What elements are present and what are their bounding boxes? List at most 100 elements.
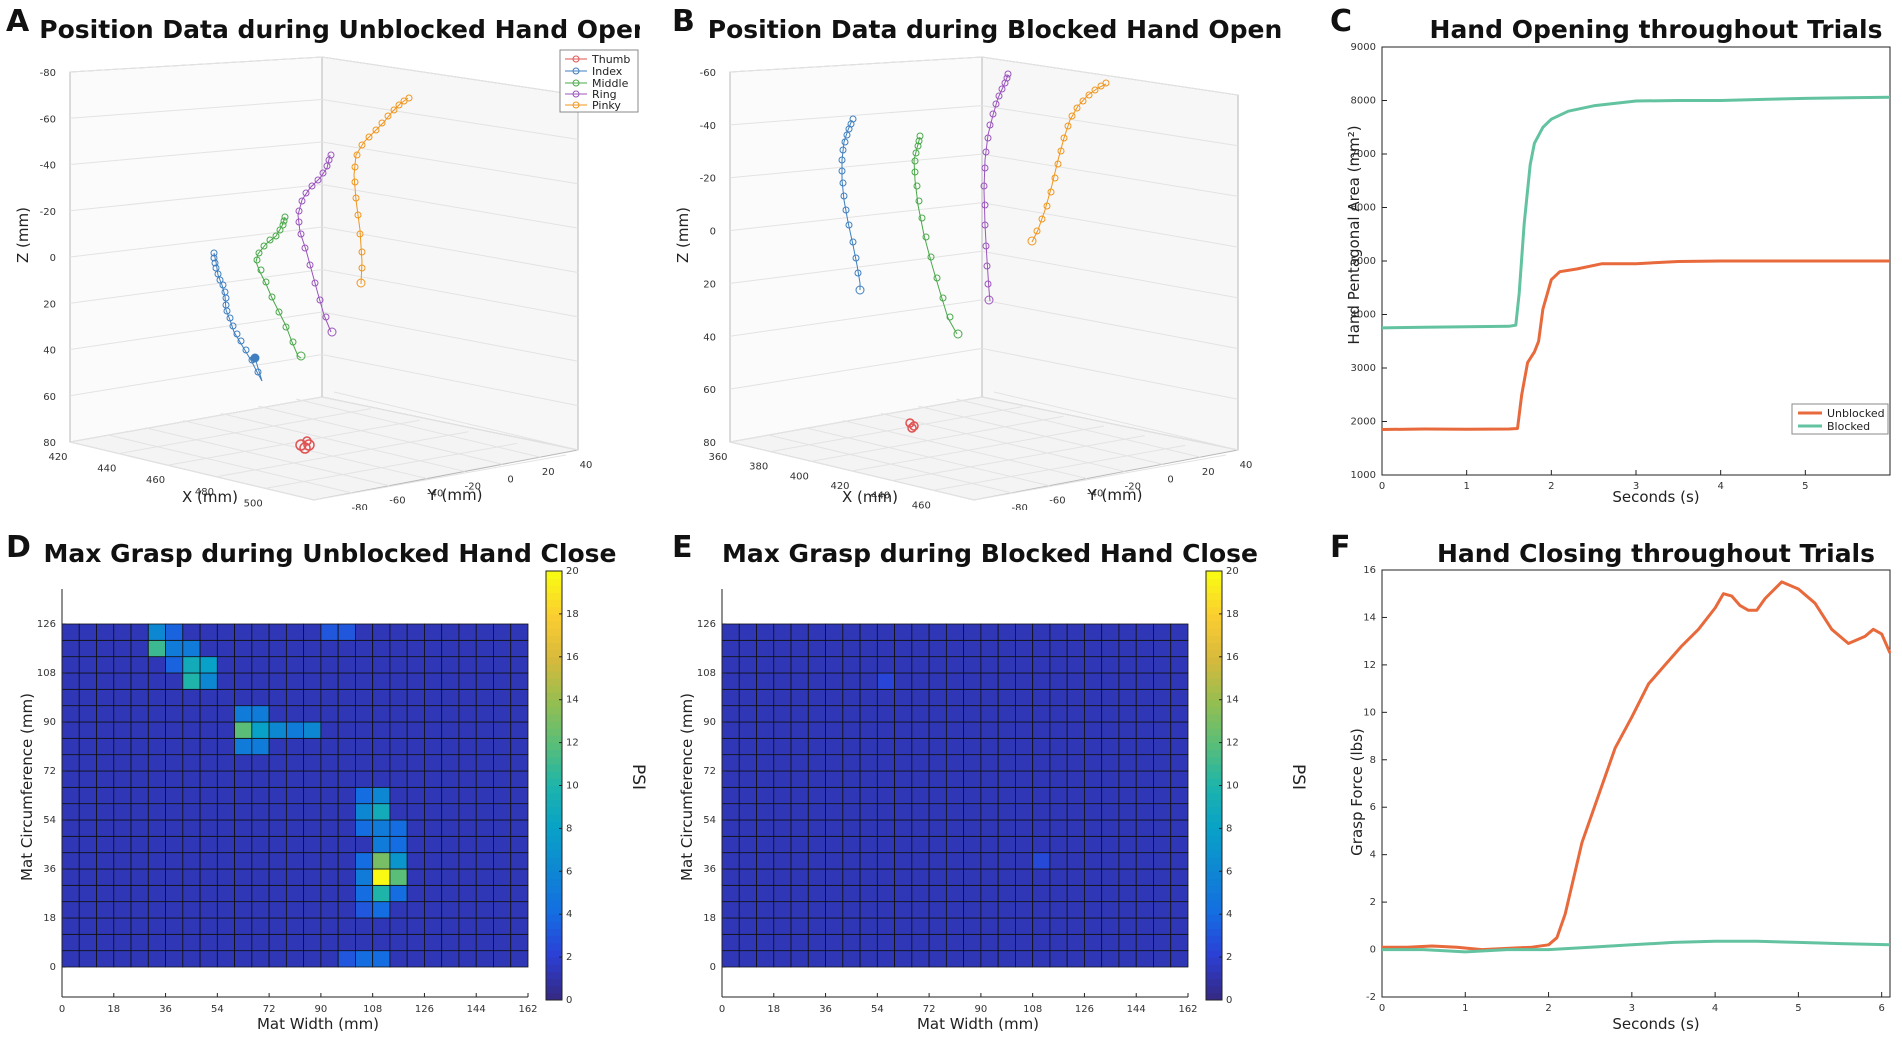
heatmap-cell (96, 623, 115, 641)
heatmap-cell (147, 639, 166, 658)
heatmap-cell (303, 737, 322, 756)
heatmap-cell (234, 639, 253, 658)
heatmap-cell (1066, 721, 1085, 739)
colorbar-segment (1206, 907, 1222, 915)
heatmap-cell (1066, 737, 1085, 756)
colorbar-tick-label: 0 (566, 995, 572, 1006)
heatmap-cell (1101, 868, 1120, 886)
heatmap-cell (130, 754, 149, 772)
grid-line (729, 441, 975, 501)
heatmap-cell (216, 754, 235, 772)
trajectory-index (210, 249, 263, 382)
grid-line (167, 419, 420, 466)
heatmap-cell (997, 721, 1016, 739)
heatmap-cell (842, 884, 861, 903)
heatmap-cell (945, 852, 965, 870)
heatmap-cell (1049, 656, 1068, 674)
heatmap-cell (894, 950, 913, 968)
grid-line (183, 420, 428, 480)
colorbar-segment (1206, 678, 1222, 686)
heatmap-cell (876, 852, 895, 870)
heatmap-cell (96, 688, 115, 707)
heatmap-cell (911, 672, 930, 690)
grid-line (729, 250, 983, 284)
chart-b-xlabel: X (mm) (842, 488, 898, 506)
z-tick-label: 80 (703, 438, 716, 449)
heatmap-cell (303, 770, 322, 788)
colorbar-tick-label: 20 (1226, 566, 1239, 577)
heatmap-cell (756, 705, 775, 723)
x-tick-label: 5 (1795, 1003, 1801, 1014)
heatmap-cell (1170, 884, 1189, 903)
colorbar-tick-label: 0 (1226, 995, 1232, 1006)
heatmap-cell (859, 933, 878, 952)
heatmap-cell (773, 901, 792, 919)
heatmap-cell (876, 754, 895, 772)
heatmap-cell (859, 803, 878, 821)
chart-c-xlabel: Seconds (s) (1612, 488, 1699, 506)
colorbar-segment (546, 642, 562, 651)
z-tick-label: -40 (700, 121, 716, 132)
heatmap-cell (441, 623, 460, 641)
heatmap-cell (406, 917, 425, 935)
heatmap-cell (424, 656, 443, 674)
heatmap-cell (285, 917, 305, 935)
heatmap-cell (1084, 819, 1103, 837)
heatmap-cell (842, 819, 861, 837)
heatmap-cell (911, 901, 930, 919)
colorbar-segment (546, 749, 562, 758)
heatmap-cell (234, 884, 253, 903)
heatmap-cell (199, 901, 218, 919)
heatmap-cell (1153, 623, 1172, 641)
z-tick-label: -20 (700, 174, 716, 185)
heatmap-cell (1153, 819, 1172, 837)
heatmap-cell (303, 754, 322, 772)
heatmap-cell (807, 623, 826, 641)
heatmap-cell (234, 852, 253, 870)
heatmap-cell (1015, 835, 1034, 854)
heatmap-cell (1084, 656, 1103, 674)
y-tick-label: -80 (1012, 503, 1028, 510)
heatmap-cell (773, 835, 792, 854)
heatmap-cell (1032, 770, 1051, 788)
heatmap-cell (216, 950, 235, 968)
heatmap-cell (493, 786, 512, 805)
heatmap-cell (963, 901, 982, 919)
y-tick-label: 72 (703, 766, 716, 777)
heatmap-cell (859, 901, 878, 919)
heatmap-cell (738, 901, 757, 919)
heatmap-cell (790, 868, 809, 886)
chart-c-legend: Unblocked Blocked (1791, 403, 1889, 435)
chart-f: Hand Closing throughout Trials -20246810… (1348, 539, 1892, 1033)
heatmap-cell (475, 639, 494, 658)
heatmap-cell (1153, 721, 1172, 739)
heatmap-cell (285, 933, 305, 952)
x-tick-label: 18 (107, 1004, 120, 1015)
colorbar-segment (546, 885, 562, 894)
y-tick-label: -2 (1366, 992, 1376, 1003)
heatmap-cell (790, 623, 809, 641)
heatmap-cell (928, 656, 947, 674)
heatmap-cell (216, 737, 235, 756)
grid-line (843, 420, 1088, 480)
y-tick-label: 18 (43, 913, 56, 924)
heatmap-cell (1032, 737, 1051, 756)
heatmap-cell (475, 950, 494, 968)
heatmap-cell (1032, 721, 1051, 739)
heatmap-cell (738, 852, 757, 870)
heatmap-cell (216, 786, 235, 805)
heatmap-cell (78, 950, 97, 968)
heatmap-cell (441, 819, 460, 837)
heatmap-cell (372, 770, 391, 788)
heatmap-cell (1015, 639, 1034, 658)
colorbar-tick-label: 2 (1226, 952, 1232, 963)
x-tick-label: 460 (146, 475, 165, 486)
z-tick-label: 0 (50, 253, 56, 264)
heatmap-cell (738, 868, 757, 886)
colorbar-segment (1206, 864, 1222, 872)
y-tick-label: 20 (542, 467, 555, 478)
colorbar-segment (546, 621, 562, 629)
grid-line (69, 269, 323, 304)
